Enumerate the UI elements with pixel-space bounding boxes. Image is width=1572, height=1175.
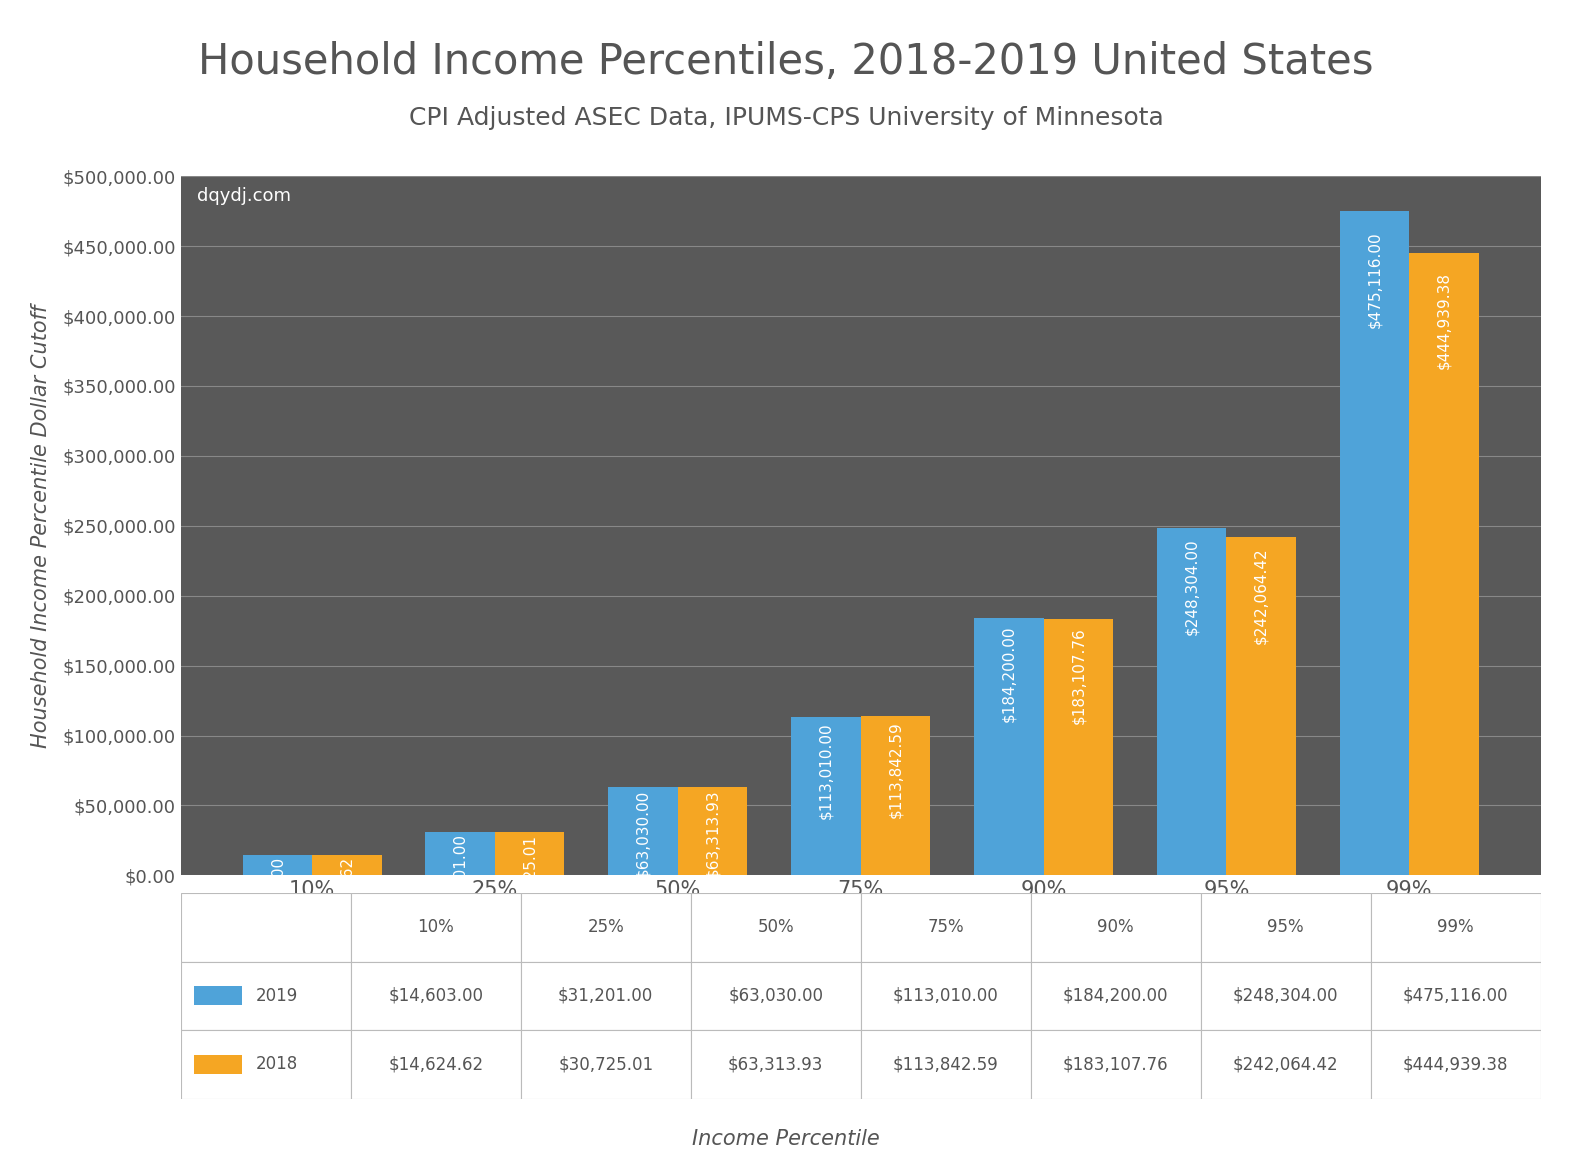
Text: $63,313.93: $63,313.93 [706,790,720,877]
Bar [1031,1030,1201,1099]
Bar [690,893,861,961]
Text: $183,107.76: $183,107.76 [1071,627,1086,724]
Bar [1044,619,1113,875]
Bar [975,618,1044,875]
Text: 75%: 75% [927,919,964,936]
Text: Income Percentile: Income Percentile [692,1129,880,1149]
Text: $183,107.76: $183,107.76 [1063,1055,1168,1073]
Text: $475,116.00: $475,116.00 [1402,987,1508,1005]
Bar [861,961,1031,1030]
Text: 99%: 99% [1437,919,1475,936]
Text: $30,725.01: $30,725.01 [558,1055,654,1073]
Text: CPI Adjusted ASEC Data, IPUMS-CPS University of Minnesota: CPI Adjusted ASEC Data, IPUMS-CPS Univer… [409,106,1163,129]
Text: $63,030.00: $63,030.00 [728,987,824,1005]
Bar [520,893,690,961]
Bar [1201,961,1371,1030]
Text: $248,304.00: $248,304.00 [1232,987,1338,1005]
Text: $14,603.00: $14,603.00 [270,855,285,942]
Text: $113,010.00: $113,010.00 [893,987,998,1005]
Bar [861,717,931,875]
Bar [1226,537,1295,875]
Text: 2019: 2019 [256,987,297,1005]
Bar [1371,1030,1541,1099]
Bar [520,961,690,1030]
Bar [861,893,1031,961]
Bar [1157,529,1226,875]
Bar [1409,254,1479,875]
Text: $184,200.00: $184,200.00 [1001,625,1016,723]
Text: $30,725.01: $30,725.01 [522,834,538,921]
Text: $31,201.00: $31,201.00 [558,987,654,1005]
Bar [520,1030,690,1099]
Text: 25%: 25% [588,919,624,936]
Bar [426,832,495,875]
Bar [861,1030,1031,1099]
Bar [678,787,747,875]
Bar [495,832,564,875]
Bar [351,1030,520,1099]
Bar [181,893,351,961]
Bar [690,961,861,1030]
Text: $475,116.00: $475,116.00 [1368,231,1382,328]
Bar [242,855,313,875]
Text: 95%: 95% [1267,919,1303,936]
Bar [1201,1030,1371,1099]
Bar [351,961,520,1030]
Text: 2018: 2018 [256,1055,297,1073]
Text: $113,010.00: $113,010.00 [819,723,833,819]
Text: $14,603.00: $14,603.00 [388,987,483,1005]
Bar [313,855,382,875]
Text: dqydj.com: dqydj.com [196,187,291,204]
Bar [1371,961,1541,1030]
Text: Household Income Percentiles, 2018-2019 United States: Household Income Percentiles, 2018-2019 … [198,41,1374,83]
Bar [791,718,861,875]
Text: $113,842.59: $113,842.59 [888,721,902,818]
Text: 10%: 10% [417,919,454,936]
Text: $248,304.00: $248,304.00 [1184,538,1199,636]
Text: $31,201.00: $31,201.00 [453,833,468,920]
Bar [1201,893,1371,961]
Text: 50%: 50% [758,919,794,936]
Text: $444,939.38: $444,939.38 [1437,271,1451,369]
Text: $444,939.38: $444,939.38 [1402,1055,1508,1073]
Bar [1031,893,1201,961]
Text: $242,064.42: $242,064.42 [1232,1055,1338,1073]
Text: $63,313.93: $63,313.93 [728,1055,824,1073]
Text: $14,624.62: $14,624.62 [340,855,354,942]
Text: $113,842.59: $113,842.59 [893,1055,998,1073]
Bar [181,961,351,1030]
Bar [181,1030,351,1099]
Y-axis label: Household Income Percentile Dollar Cutoff: Household Income Percentile Dollar Cutof… [31,304,52,747]
Bar [690,1030,861,1099]
Bar [351,893,520,961]
Bar [608,787,678,875]
Bar [1371,893,1541,961]
Bar [195,1055,242,1074]
Bar [1339,212,1409,875]
Bar [195,986,242,1006]
Text: $184,200.00: $184,200.00 [1063,987,1168,1005]
Text: 90%: 90% [1097,919,1133,936]
Bar [1031,961,1201,1030]
Text: $14,624.62: $14,624.62 [388,1055,483,1073]
Text: $242,064.42: $242,064.42 [1253,548,1269,644]
Text: $63,030.00: $63,030.00 [635,790,651,877]
